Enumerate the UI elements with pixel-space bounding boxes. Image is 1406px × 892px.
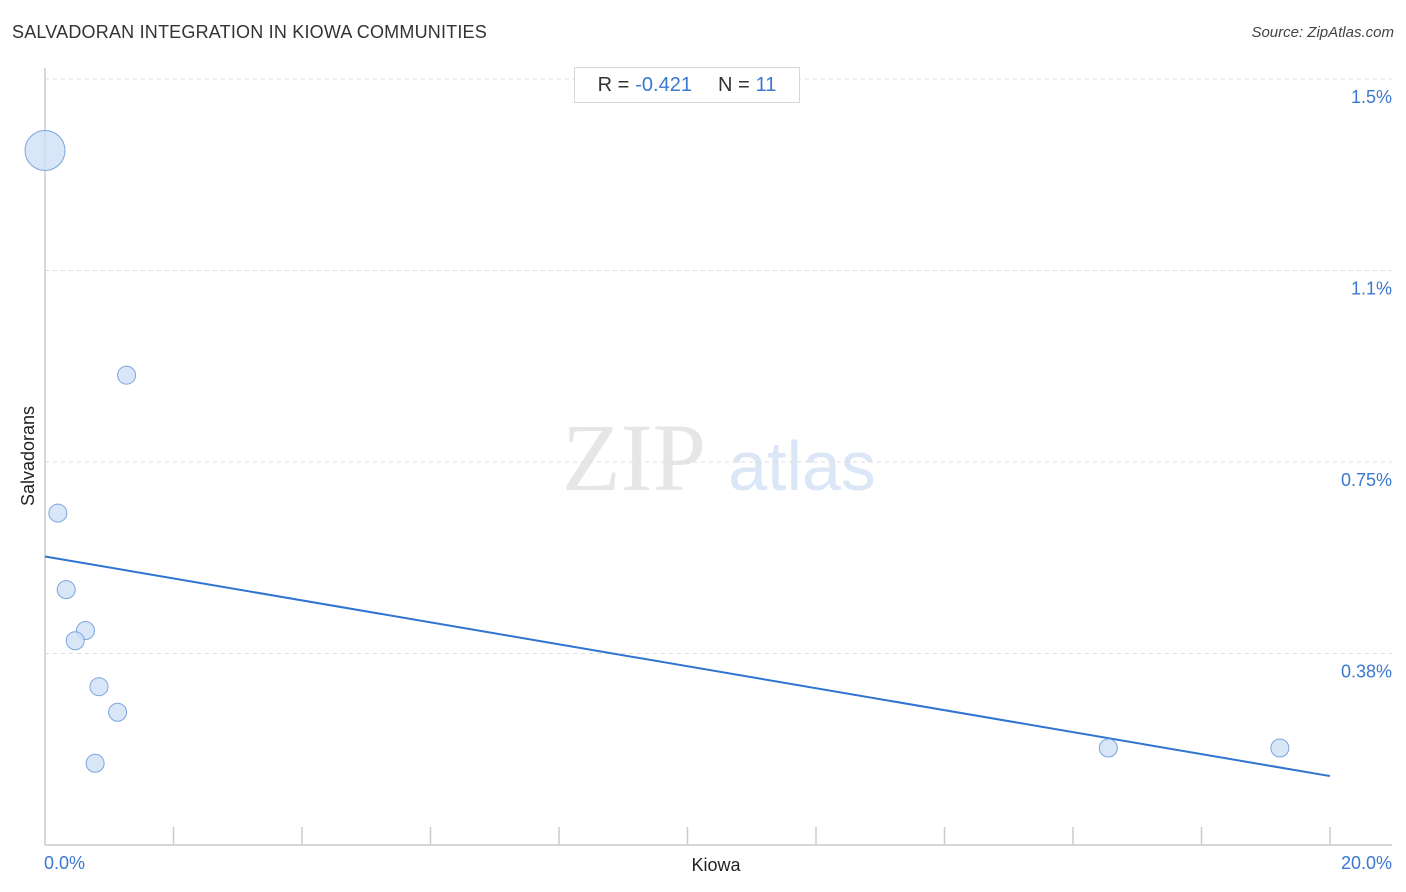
y-tick-label-2: 0.75% (1341, 470, 1392, 490)
data-point-0 (24, 129, 66, 171)
r-label: R = (597, 73, 630, 96)
data-point-1 (117, 365, 137, 385)
watermark-zip: ZIP (562, 404, 706, 511)
y-tick-label-3: 0.38% (1341, 662, 1392, 682)
data-point-5 (65, 631, 85, 651)
data-point-2 (48, 503, 68, 523)
x-axis-label: Kiowa (691, 855, 741, 875)
data-point-7 (108, 702, 128, 722)
grid-lines (45, 78, 1392, 654)
r-value: -0.421 (635, 73, 692, 96)
x-tick-label-0: 0.0% (44, 853, 85, 873)
trend-line (44, 555, 1331, 778)
y-tick-label-0: 1.5% (1351, 87, 1392, 107)
data-point-8 (85, 753, 105, 773)
y-tick-label-1: 1.1% (1351, 279, 1392, 299)
n-value: 11 (755, 73, 777, 96)
data-point-9 (1098, 738, 1118, 758)
trend-line-group (44, 555, 1331, 778)
axes (44, 68, 1392, 846)
chart-title: SALVADORAN INTEGRATION IN KIOWA COMMUNIT… (12, 22, 487, 42)
watermark-atlas: atlas (728, 427, 876, 505)
x-tick-label-1: 20.0% (1341, 853, 1392, 873)
correlation-stats-box: R = -0.421 N = 11 (574, 67, 800, 103)
y-axis-label: Salvadorans (18, 406, 38, 506)
data-point-10 (1270, 738, 1290, 758)
data-points (24, 129, 1290, 773)
tick-labels: 1.5% 1.1% 0.75% 0.38% 0.0% 20.0% (44, 87, 1392, 873)
n-label: N = (717, 73, 750, 96)
data-point-3 (56, 580, 76, 600)
source-credit: Source: ZipAtlas.com (1251, 24, 1394, 41)
data-point-6 (89, 677, 109, 697)
